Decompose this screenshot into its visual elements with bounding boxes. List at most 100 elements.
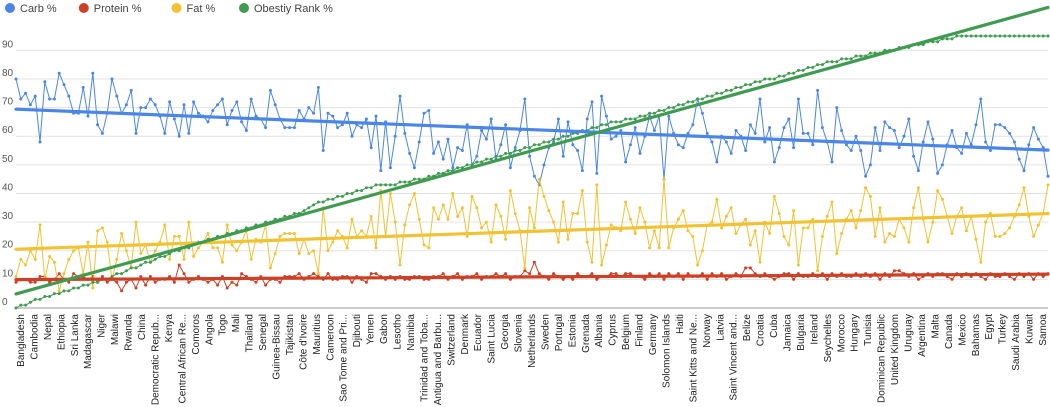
point-1-3 [28,280,32,284]
point-0-76 [379,169,383,173]
point-0-192 [936,171,940,175]
point-0-8 [52,97,56,101]
x-tick-label-37: Slovenia [514,314,525,353]
point-2-161 [787,243,791,247]
point-0-98 [484,137,488,141]
point-0-106 [523,97,527,101]
x-tick-label-55: Croatia [756,314,767,347]
point-3-175 [854,54,858,58]
point-3-215 [1046,34,1050,38]
point-0-35 [182,103,186,107]
point-3-5 [38,297,42,301]
x-tick-label-20: Tajikistan [285,314,296,355]
point-3-25 [134,266,138,270]
point-2-117 [576,212,580,216]
point-2-177 [864,186,868,190]
point-2-29 [153,249,157,253]
point-2-46 [235,249,239,253]
point-1-40 [206,280,210,284]
point-2-78 [388,191,392,195]
point-3-79 [393,183,397,187]
point-0-31 [163,131,167,135]
point-0-3 [28,103,32,107]
x-tick-label-51: Norway [702,314,713,348]
point-2-9 [57,289,61,293]
point-2-79 [393,220,397,224]
point-2-195 [950,232,954,236]
point-1-46 [235,283,239,287]
point-3-107 [528,146,532,150]
point-0-25 [134,131,138,135]
series-line-2 [15,178,1049,292]
point-1-96 [475,272,479,276]
point-0-127 [624,160,628,164]
point-3-22 [120,272,124,276]
point-2-206 [1003,232,1007,236]
point-3-121 [595,126,599,130]
point-0-122 [600,94,604,98]
point-3-198 [964,34,968,38]
point-2-43 [220,260,224,264]
point-1-47 [240,272,244,276]
legend-label-1: Protein % [94,3,142,15]
point-1-19 [105,280,109,284]
point-0-139 [681,146,685,150]
point-3-205 [998,34,1002,38]
point-0-162 [792,146,796,150]
point-2-152 [744,217,748,221]
point-2-172 [840,232,844,236]
series-line-0 [15,72,1049,186]
point-3-160 [782,74,786,78]
point-2-57 [288,232,292,236]
point-2-55 [278,234,282,238]
point-0-74 [369,146,373,150]
point-0-182 [888,126,892,130]
point-2-91 [451,191,455,195]
point-2-104 [513,212,517,216]
point-0-9 [57,71,61,75]
point-2-168 [820,234,824,238]
point-3-136 [667,106,671,110]
point-1-26 [139,275,143,279]
point-0-78 [388,166,392,170]
point-3-172 [840,57,844,61]
point-1-148 [724,277,728,281]
point-3-144 [705,94,709,98]
point-3-1 [19,303,23,307]
point-0-53 [268,88,272,92]
point-0-46 [235,100,239,104]
point-0-28 [148,97,152,101]
x-tick-label-31: Antigua and Barbu... [433,314,444,405]
point-2-69 [345,246,349,250]
point-3-16 [91,280,95,284]
point-2-202 [984,220,988,224]
point-0-170 [830,160,834,164]
point-2-114 [561,200,565,204]
point-3-154 [753,80,757,84]
point-0-156 [763,140,767,144]
point-2-119 [585,240,589,244]
x-tick-label-33: Denmark [460,313,471,355]
point-1-62 [312,272,316,276]
x-tick-label-6: Niger [97,313,108,338]
x-tick-label-26: Yemen [366,314,377,345]
point-1-180 [878,277,882,281]
point-3-156 [763,77,767,81]
point-0-117 [576,149,580,153]
x-tick-label-7: Malawi [110,314,121,345]
x-tick-label-61: Morocco [836,314,847,353]
point-2-95 [470,194,474,198]
point-3-127 [624,117,628,121]
point-3-80 [398,180,402,184]
point-2-58 [292,232,296,236]
point-0-211 [1027,143,1031,147]
point-0-65 [326,111,330,115]
point-0-168 [820,126,824,130]
point-3-71 [355,189,359,193]
x-tick-label-63: Tunisia [863,314,874,346]
point-3-197 [960,34,964,38]
point-1-103 [508,277,512,281]
point-2-164 [801,226,805,230]
point-2-99 [489,240,493,244]
point-1-42 [216,283,220,287]
